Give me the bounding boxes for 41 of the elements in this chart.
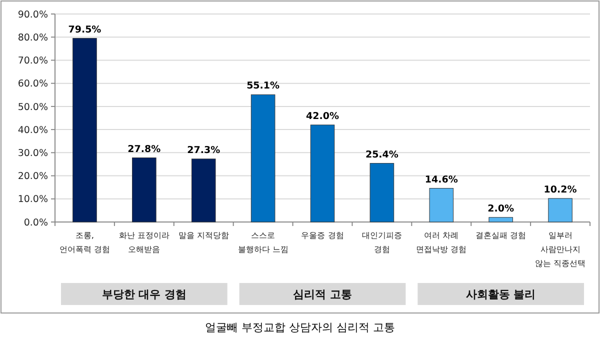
data-label: 42.0% bbox=[306, 110, 340, 122]
bar bbox=[132, 158, 156, 222]
y-tick-label: 10.0% bbox=[18, 194, 48, 206]
data-label: 27.3% bbox=[187, 144, 221, 156]
x-tick-label: 결혼실패 경험 bbox=[476, 230, 526, 240]
bar bbox=[250, 94, 276, 222]
y-tick-label: 70.0% bbox=[18, 56, 48, 67]
data-label: 79.5% bbox=[68, 24, 102, 36]
y-tick-label: 80.0% bbox=[18, 32, 48, 44]
x-tick-label: 일부러 사람만나지 않는 직종선택 bbox=[534, 230, 586, 268]
x-tick-label: 화난 표정이라 오해받음 bbox=[118, 230, 170, 254]
data-label: 10.2% bbox=[544, 184, 578, 196]
y-tick-label: 0.0% bbox=[24, 217, 48, 228]
y-tick-label: 50.0% bbox=[18, 102, 48, 113]
bar bbox=[72, 38, 97, 222]
bar bbox=[310, 124, 335, 222]
text: 사회활동 불리 bbox=[466, 288, 536, 301]
y-tick-label: 60.0% bbox=[18, 78, 48, 90]
x-tick-label: 대인기피증 경험 bbox=[362, 230, 402, 254]
data-label: 55.1% bbox=[246, 80, 280, 92]
y-tick-label: 90.0% bbox=[18, 9, 48, 20]
text: 심리적 고통 bbox=[293, 288, 352, 301]
x-tick-label: 말을 지적당함 bbox=[178, 230, 229, 240]
data-label: 14.6% bbox=[424, 174, 458, 186]
bar bbox=[370, 163, 394, 222]
x-tick-label: 스스로 불행하다 느낌 bbox=[238, 230, 288, 254]
bar bbox=[488, 217, 513, 222]
text: 부당한 대우 경험 bbox=[102, 288, 187, 301]
x-tick-label: 우울증 경험 bbox=[301, 230, 344, 240]
x-tick-label: 조롱, 언어폭력 경험 bbox=[59, 230, 110, 254]
data-label: 27.8% bbox=[128, 144, 162, 155]
x-tick-label: 여러 차례 면접낙방 경험 bbox=[416, 230, 467, 254]
y-tick-label: 30.0% bbox=[18, 148, 48, 159]
y-tick-label: 20.0% bbox=[18, 171, 48, 182]
data-label: 2.0% bbox=[488, 203, 514, 214]
y-tick-label: 40.0% bbox=[18, 124, 48, 136]
bar bbox=[191, 158, 216, 222]
text: 얼굴빼 부정교합 상담자의 심리적 고통 bbox=[205, 321, 395, 334]
data-label: 25.4% bbox=[365, 149, 399, 160]
bar bbox=[548, 198, 572, 222]
bar bbox=[429, 188, 454, 222]
